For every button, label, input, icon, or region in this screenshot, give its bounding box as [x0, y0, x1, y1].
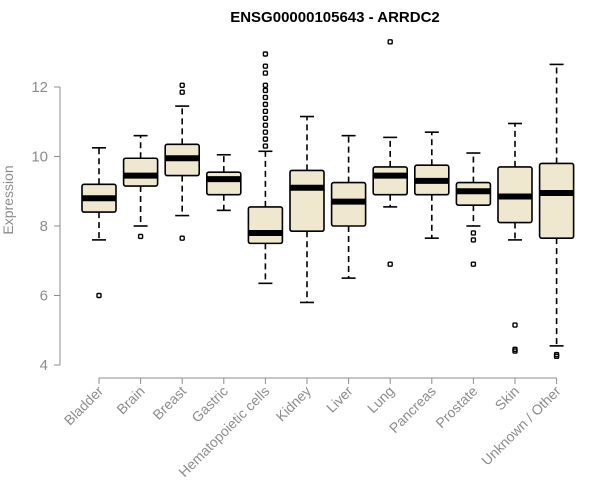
- outlier-point: [179, 235, 185, 241]
- outlier-point: [96, 292, 102, 299]
- box-group-brain: [122, 134, 159, 240]
- box-group-lung: [372, 39, 409, 267]
- y-tick-label: 4: [40, 357, 48, 374]
- outlier-point: [262, 82, 269, 88]
- box-group-liver: [330, 134, 367, 279]
- x-tick-label: Bladder: [61, 383, 107, 429]
- outlier-point: [512, 322, 518, 328]
- x-tick-label: Breast: [149, 383, 189, 423]
- outlier-point: [262, 63, 269, 69]
- outlier-point: [262, 101, 269, 108]
- chart-title: ENSG00000105643 - ARRDC2: [230, 9, 440, 26]
- outlier-point: [262, 51, 269, 57]
- outlier-point: [387, 39, 393, 45]
- box-iqr: [372, 166, 409, 196]
- y-tick-label: 12: [31, 79, 48, 96]
- outlier-point: [470, 261, 477, 267]
- x-tick-label: Brain: [113, 383, 147, 417]
- outlier-point: [262, 87, 269, 94]
- box-iqr: [122, 157, 159, 187]
- box-group-hematopoietic-cells: [247, 51, 284, 285]
- outlier-point: [470, 230, 477, 236]
- outlier-point: [137, 233, 144, 240]
- x-tick-label: Kidney: [273, 383, 315, 425]
- outlier-point: [262, 129, 269, 135]
- outlier-point: [179, 89, 185, 95]
- box-iqr: [538, 162, 575, 239]
- x-tick-label: Prostate: [432, 383, 480, 431]
- outlier-point: [262, 70, 269, 76]
- box-group-pancreas: [413, 131, 450, 239]
- y-tick-label: 8: [40, 218, 48, 235]
- box-group-bladder: [81, 147, 117, 299]
- box-group-unknown-other: [538, 63, 575, 360]
- outlier-point: [470, 237, 477, 243]
- box-group-breast: [164, 82, 200, 241]
- x-tick-label: Unknown / Other: [478, 383, 564, 469]
- outlier-point: [262, 143, 269, 149]
- x-tick-label: Skin: [492, 383, 523, 414]
- box-group-skin: [497, 122, 533, 354]
- outlier-point: [262, 94, 269, 101]
- y-tick-label: 10: [31, 149, 48, 166]
- outlier-point: [387, 261, 393, 267]
- box-iqr: [289, 169, 325, 233]
- box-group-gastric: [206, 153, 242, 212]
- outlier-point: [262, 122, 269, 128]
- outlier-point: [262, 115, 269, 121]
- outlier-point: [262, 136, 269, 142]
- box-group-prostate: [455, 152, 492, 267]
- outlier-point: [512, 346, 518, 353]
- y-tick-label: 6: [40, 288, 48, 305]
- x-tick-label: Lung: [364, 383, 397, 416]
- boxes: [81, 39, 575, 360]
- y-axis-label: Expression: [0, 165, 16, 234]
- box-iqr: [247, 206, 284, 245]
- outlier-point: [553, 351, 560, 358]
- outlier-point: [262, 108, 269, 115]
- outlier-point: [179, 82, 185, 88]
- x-tick-label: Liver: [323, 383, 356, 416]
- box-group-kidney: [289, 115, 325, 304]
- box-iqr: [206, 171, 242, 196]
